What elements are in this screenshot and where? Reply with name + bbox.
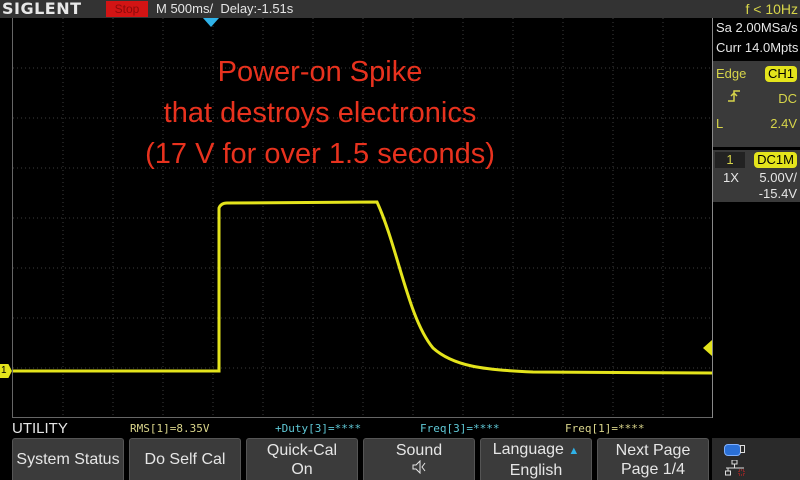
waveform-display[interactable] xyxy=(12,18,713,418)
menu-name: UTILITY xyxy=(12,420,68,437)
graticule xyxy=(13,18,713,418)
annotation-line-1: Power-on Spike xyxy=(217,56,423,88)
usb-icon xyxy=(724,444,741,456)
trigger-coupling: DC xyxy=(778,91,797,106)
channel-number: 1 xyxy=(715,152,745,168)
connection-status xyxy=(712,438,800,480)
rising-edge-icon xyxy=(727,86,741,111)
run-stop-status[interactable]: Stop xyxy=(106,1,148,17)
softkey-label: Sound xyxy=(395,441,443,459)
channel1-info[interactable]: 1 DC1M 1X 5.00V/ -15.4V xyxy=(713,150,800,202)
softkey-value: On xyxy=(291,460,313,478)
do-self-cal-button[interactable]: Do Self Cal xyxy=(129,438,241,480)
trigger-source: CH1 xyxy=(764,66,797,82)
channel-coupling: DC1M xyxy=(754,152,797,168)
sample-rate: Sa 2.00MSa/s xyxy=(716,20,798,35)
measurement-rms1: RMS[1]=8.35V xyxy=(130,422,210,435)
memory-depth: Curr 14.0Mpts xyxy=(716,40,799,55)
siglent-logo: SIGLENT xyxy=(2,0,82,18)
arrow-up-icon: ▲ xyxy=(568,444,580,457)
measurement-duty3: +Duty[3]=**** xyxy=(275,422,362,435)
system-status-button[interactable]: System Status xyxy=(12,438,124,480)
softkey-menu: System Status Do Self Cal Quick-Cal On S… xyxy=(0,438,800,480)
next-page-button[interactable]: Next Page Page 1/4 xyxy=(597,438,709,480)
trigger-frequency: f < 10Hz xyxy=(745,1,798,17)
annotation-line-2: that destroys electronics xyxy=(163,97,477,129)
measurement-bar: UTILITY RMS[1]=8.35V +Duty[3]=**** Freq[… xyxy=(0,418,800,438)
timebase-scale: M 500ms/ xyxy=(156,1,214,16)
softkey-value: English xyxy=(509,461,563,479)
probe-attenuation: 1X xyxy=(723,170,739,185)
annotation-line-3: (17 V for over 1.5 seconds) xyxy=(145,138,495,170)
usb-plug-icon xyxy=(740,445,745,453)
sound-button[interactable]: Sound xyxy=(363,438,475,480)
trigger-position-marker[interactable] xyxy=(203,18,219,27)
trigger-level-marker[interactable] xyxy=(703,340,712,356)
trigger-info[interactable]: Edge CH1 DC L 2.4V xyxy=(713,61,800,147)
softkey-label: Next Page xyxy=(615,441,691,459)
softkey-label: Language xyxy=(492,440,564,458)
trigger-delay: Delay:-1.51s xyxy=(220,1,294,16)
trigger-level-label: L xyxy=(716,116,724,131)
right-info-panel: Sa 2.00MSa/s Curr 14.0Mpts Edge CH1 DC L… xyxy=(712,18,800,418)
softkey-label: Quick-Cal xyxy=(266,441,338,459)
vertical-scale: 5.00V/ xyxy=(759,170,797,185)
speaker-icon xyxy=(364,459,474,479)
trigger-type: Edge xyxy=(716,66,747,81)
quick-cal-button[interactable]: Quick-Cal On xyxy=(246,438,358,480)
measurement-freq1: Freq[1]=**** xyxy=(565,422,645,435)
vertical-offset: -15.4V xyxy=(758,186,797,201)
ch1-offset-marker[interactable]: 1 xyxy=(0,364,12,378)
acquisition-info: Sa 2.00MSa/s Curr 14.0Mpts xyxy=(713,18,800,60)
lan-icon xyxy=(725,460,745,476)
softkey-label: Do Self Cal xyxy=(144,451,226,468)
softkey-label: System Status xyxy=(16,451,120,468)
top-status-bar: SIGLENT Stop M 500ms/ Delay:-1.51s f < 1… xyxy=(0,0,800,18)
language-button[interactable]: Language ▲ English xyxy=(480,438,592,480)
annotation-text: Power-on Spike that destroys electronics… xyxy=(100,52,540,175)
timebase-info[interactable]: M 500ms/ Delay:-1.51s xyxy=(156,0,293,18)
ch1-trace xyxy=(13,200,713,375)
trigger-level: 2.4V xyxy=(770,116,797,131)
measurement-freq3: Freq[3]=**** xyxy=(420,422,500,435)
softkey-value: Page 1/4 xyxy=(620,460,686,478)
